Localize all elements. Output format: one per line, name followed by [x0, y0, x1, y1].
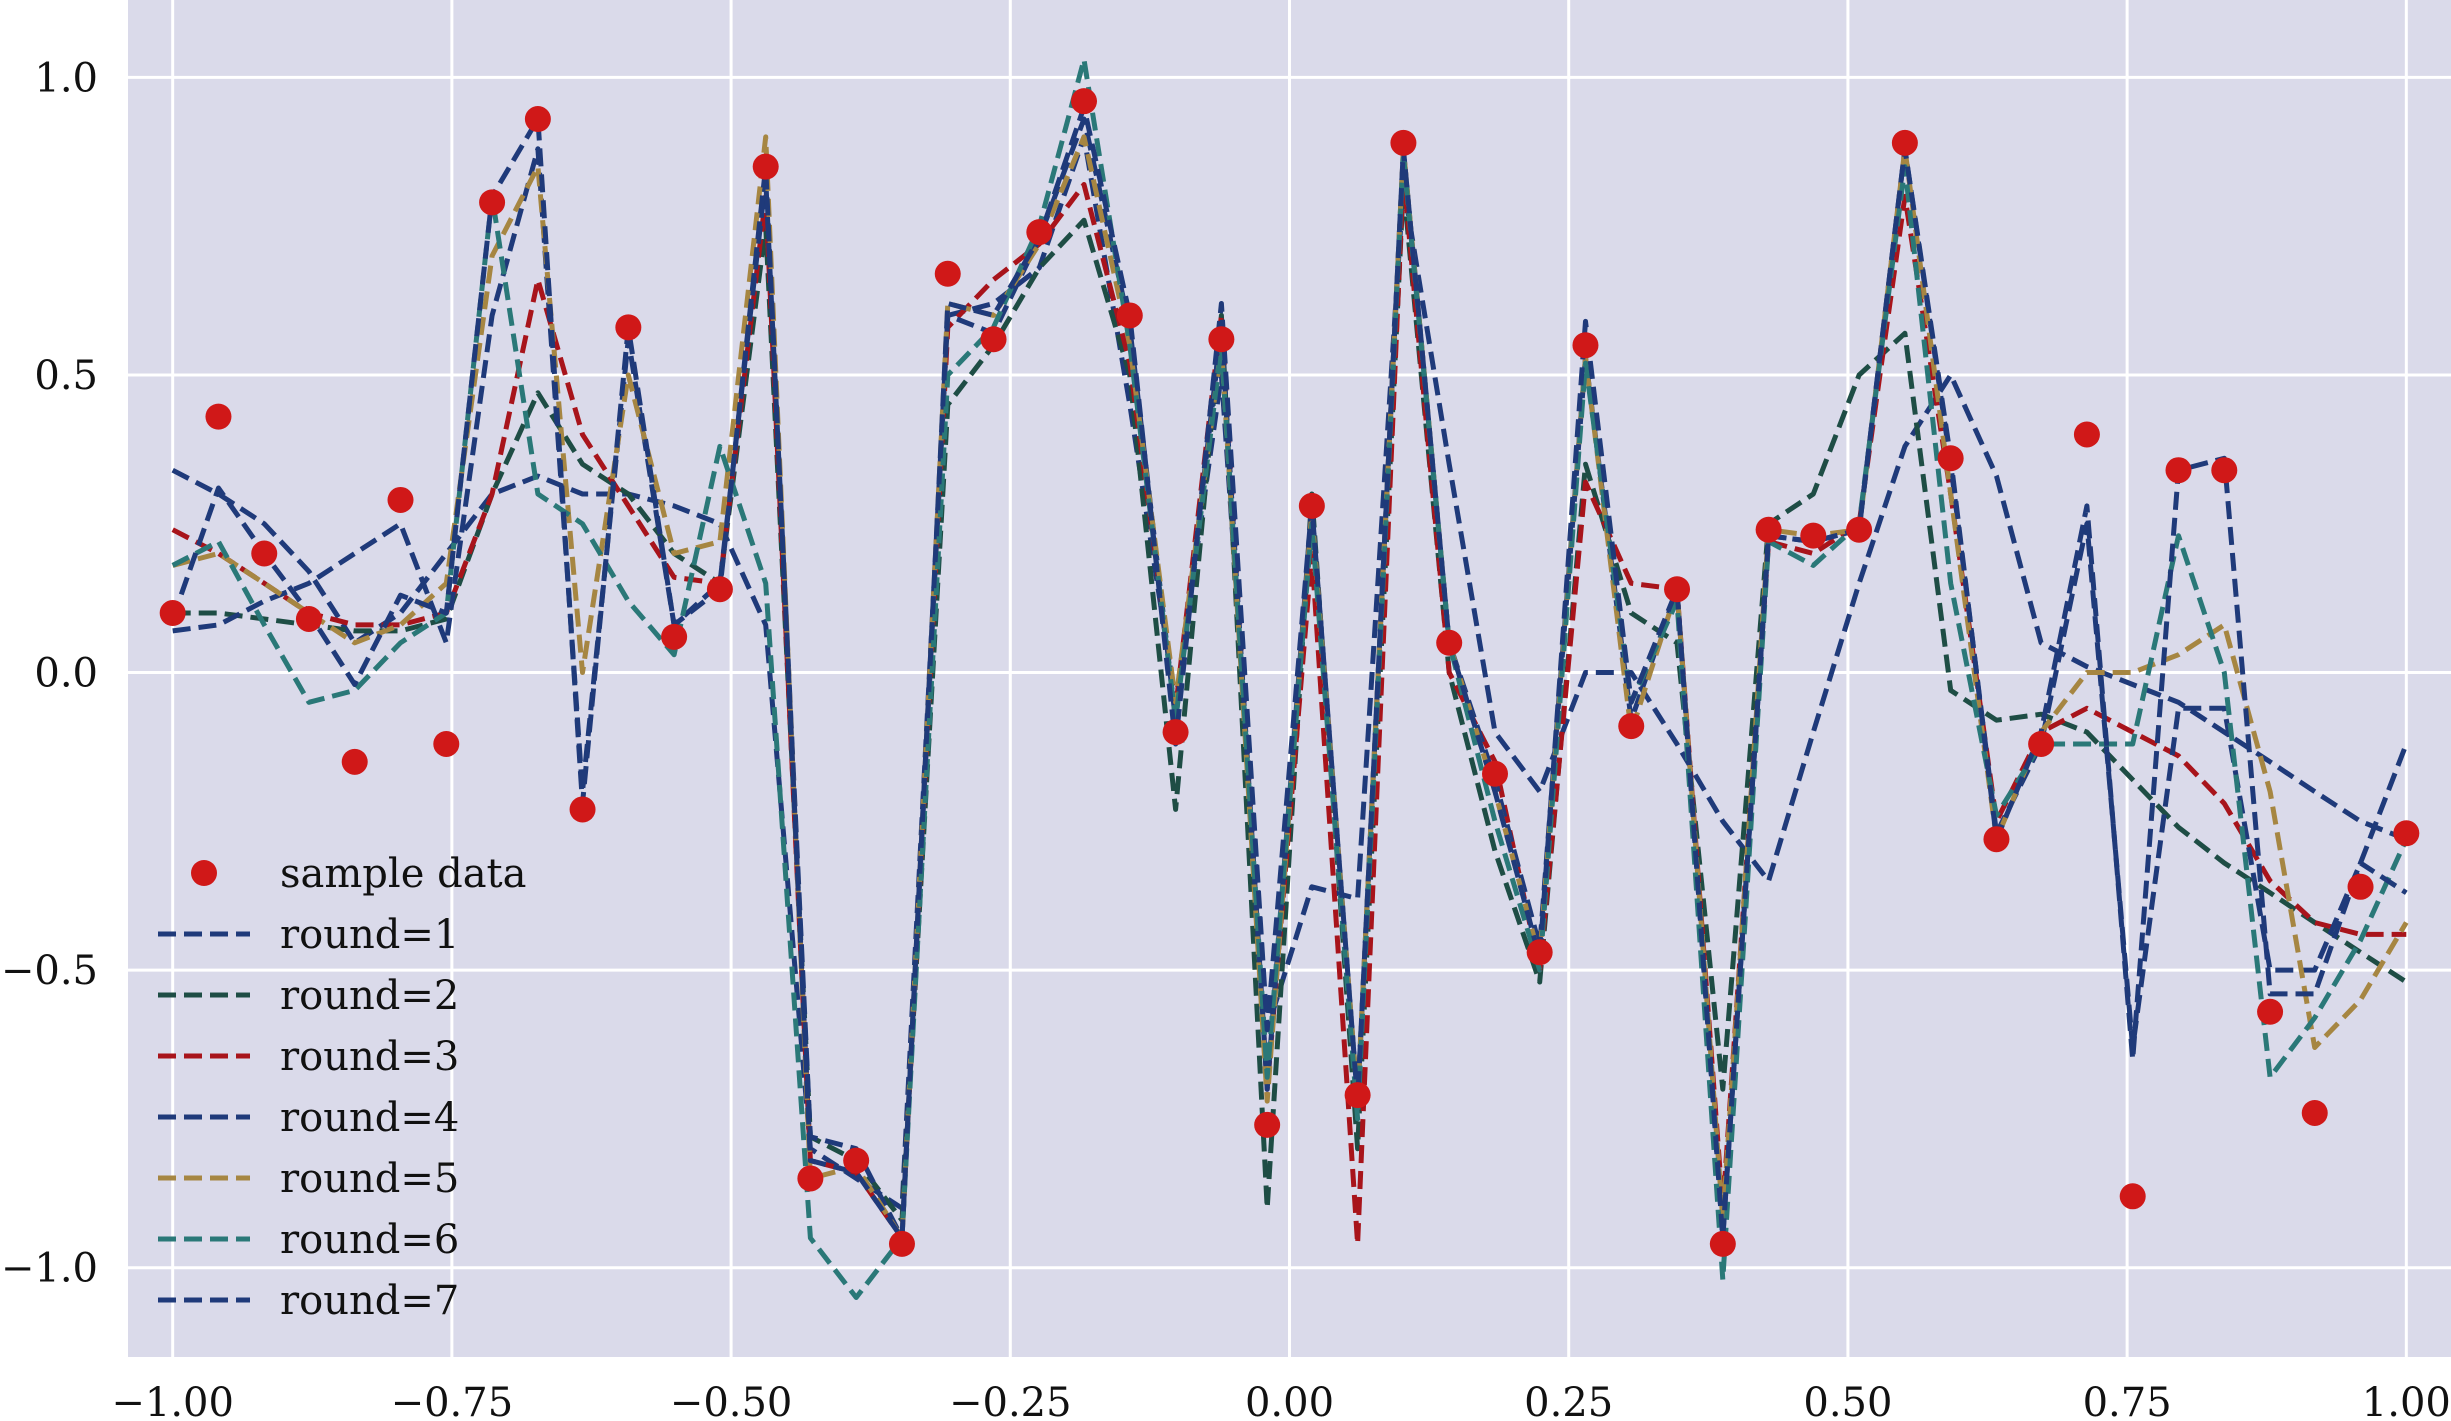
sample-point: [1026, 219, 1053, 246]
sample-point: [1664, 576, 1691, 603]
sample-point: [1390, 129, 1417, 156]
sample-point: [1526, 939, 1553, 966]
sample-point: [2028, 730, 2055, 757]
x-tick-label: −0.25: [949, 1380, 1072, 1421]
sample-point: [569, 796, 596, 823]
legend-label-7: round=7: [280, 1278, 459, 1324]
y-tick-label: −1.0: [1, 1246, 98, 1292]
sample-points: [159, 88, 2420, 1257]
sample-point: [2073, 421, 2100, 448]
sample-point: [888, 1230, 915, 1257]
legend: sample data round=1 round=2 round=3 round=4 r…: [158, 851, 526, 1324]
sample-point: [1800, 522, 1827, 549]
series-line-1: [171, 134, 2408, 1211]
sample-point: [251, 540, 278, 567]
sample-point: [2301, 1099, 2328, 1126]
legend-label-6: round=6: [280, 1217, 459, 1263]
x-tick-label: 1.00: [2362, 1380, 2451, 1421]
sample-point: [1481, 760, 1508, 787]
y-tick-label: 0.0: [34, 651, 98, 697]
x-tick-label: −1.00: [111, 1380, 234, 1421]
x-tick-label: 0.50: [1803, 1380, 1892, 1421]
x-tick-label: 0.25: [1524, 1380, 1613, 1421]
sample-point: [843, 1147, 870, 1174]
legend-marker-sample: [191, 860, 217, 886]
sample-point: [341, 748, 368, 775]
legend-label-1: round=1: [280, 912, 459, 958]
sample-point: [1208, 326, 1235, 353]
y-tick-label: 0.5: [34, 353, 98, 399]
y-tick-label: −0.5: [1, 948, 98, 994]
sample-point: [980, 326, 1007, 353]
sample-point: [706, 576, 733, 603]
x-tick-label: 0.75: [2083, 1380, 2172, 1421]
sample-point: [387, 486, 414, 513]
x-tick-label: 0.00: [1245, 1380, 1334, 1421]
sample-point: [295, 605, 322, 632]
sample-point: [752, 153, 779, 180]
sample-point: [661, 623, 688, 650]
x-tick-label: −0.50: [670, 1380, 793, 1421]
sample-point: [1344, 1082, 1371, 1109]
sample-point: [2211, 457, 2238, 484]
sample-point: [1937, 445, 1964, 472]
sample-point: [2347, 873, 2374, 900]
sample-point: [1846, 516, 1873, 543]
y-tick-label: 1.0: [34, 55, 98, 101]
sample-point: [1162, 719, 1189, 746]
sample-point: [524, 106, 551, 133]
sample-point: [2119, 1183, 2146, 1210]
legend-label-2: round=2: [280, 973, 459, 1019]
grid: [128, 0, 2451, 1357]
legend-label-4: round=4: [280, 1095, 459, 1141]
legend-label-3: round=3: [280, 1034, 459, 1080]
y-axis-ticks: 1.0 0.5 0.0 −0.5 −1.0: [1, 55, 98, 1291]
sample-point: [1071, 88, 1098, 115]
series-line-7: [170, 104, 2408, 1241]
sample-point: [2257, 998, 2284, 1025]
sample-point: [1116, 302, 1143, 329]
sample-point: [1891, 129, 1918, 156]
sample-point: [2393, 820, 2420, 847]
sample-point: [1755, 516, 1782, 543]
legend-label-5: round=5: [280, 1156, 459, 1202]
x-axis-ticks: −1.00 −0.75 −0.50 −0.25 0.00 0.25 0.50 0.75 1.00: [111, 1380, 2450, 1421]
sample-point: [1298, 492, 1325, 519]
sample-point: [615, 314, 642, 341]
sample-point: [1709, 1230, 1736, 1257]
x-tick-label: −0.75: [391, 1380, 514, 1421]
sample-point: [159, 600, 186, 627]
sample-point: [1983, 826, 2010, 853]
legend-label-sample: sample data: [280, 851, 526, 897]
sample-point: [1618, 713, 1645, 740]
sample-point: [1572, 332, 1599, 359]
sample-point: [1254, 1111, 1281, 1138]
sample-point: [1436, 629, 1463, 656]
sample-point: [479, 189, 506, 216]
series-line-2: [172, 182, 2408, 1223]
sample-point: [934, 260, 961, 287]
series-lines: [170, 57, 2409, 1300]
sample-point: [433, 730, 460, 757]
sample-point: [797, 1165, 824, 1192]
sample-point: [2165, 457, 2192, 484]
sample-point: [205, 403, 232, 430]
